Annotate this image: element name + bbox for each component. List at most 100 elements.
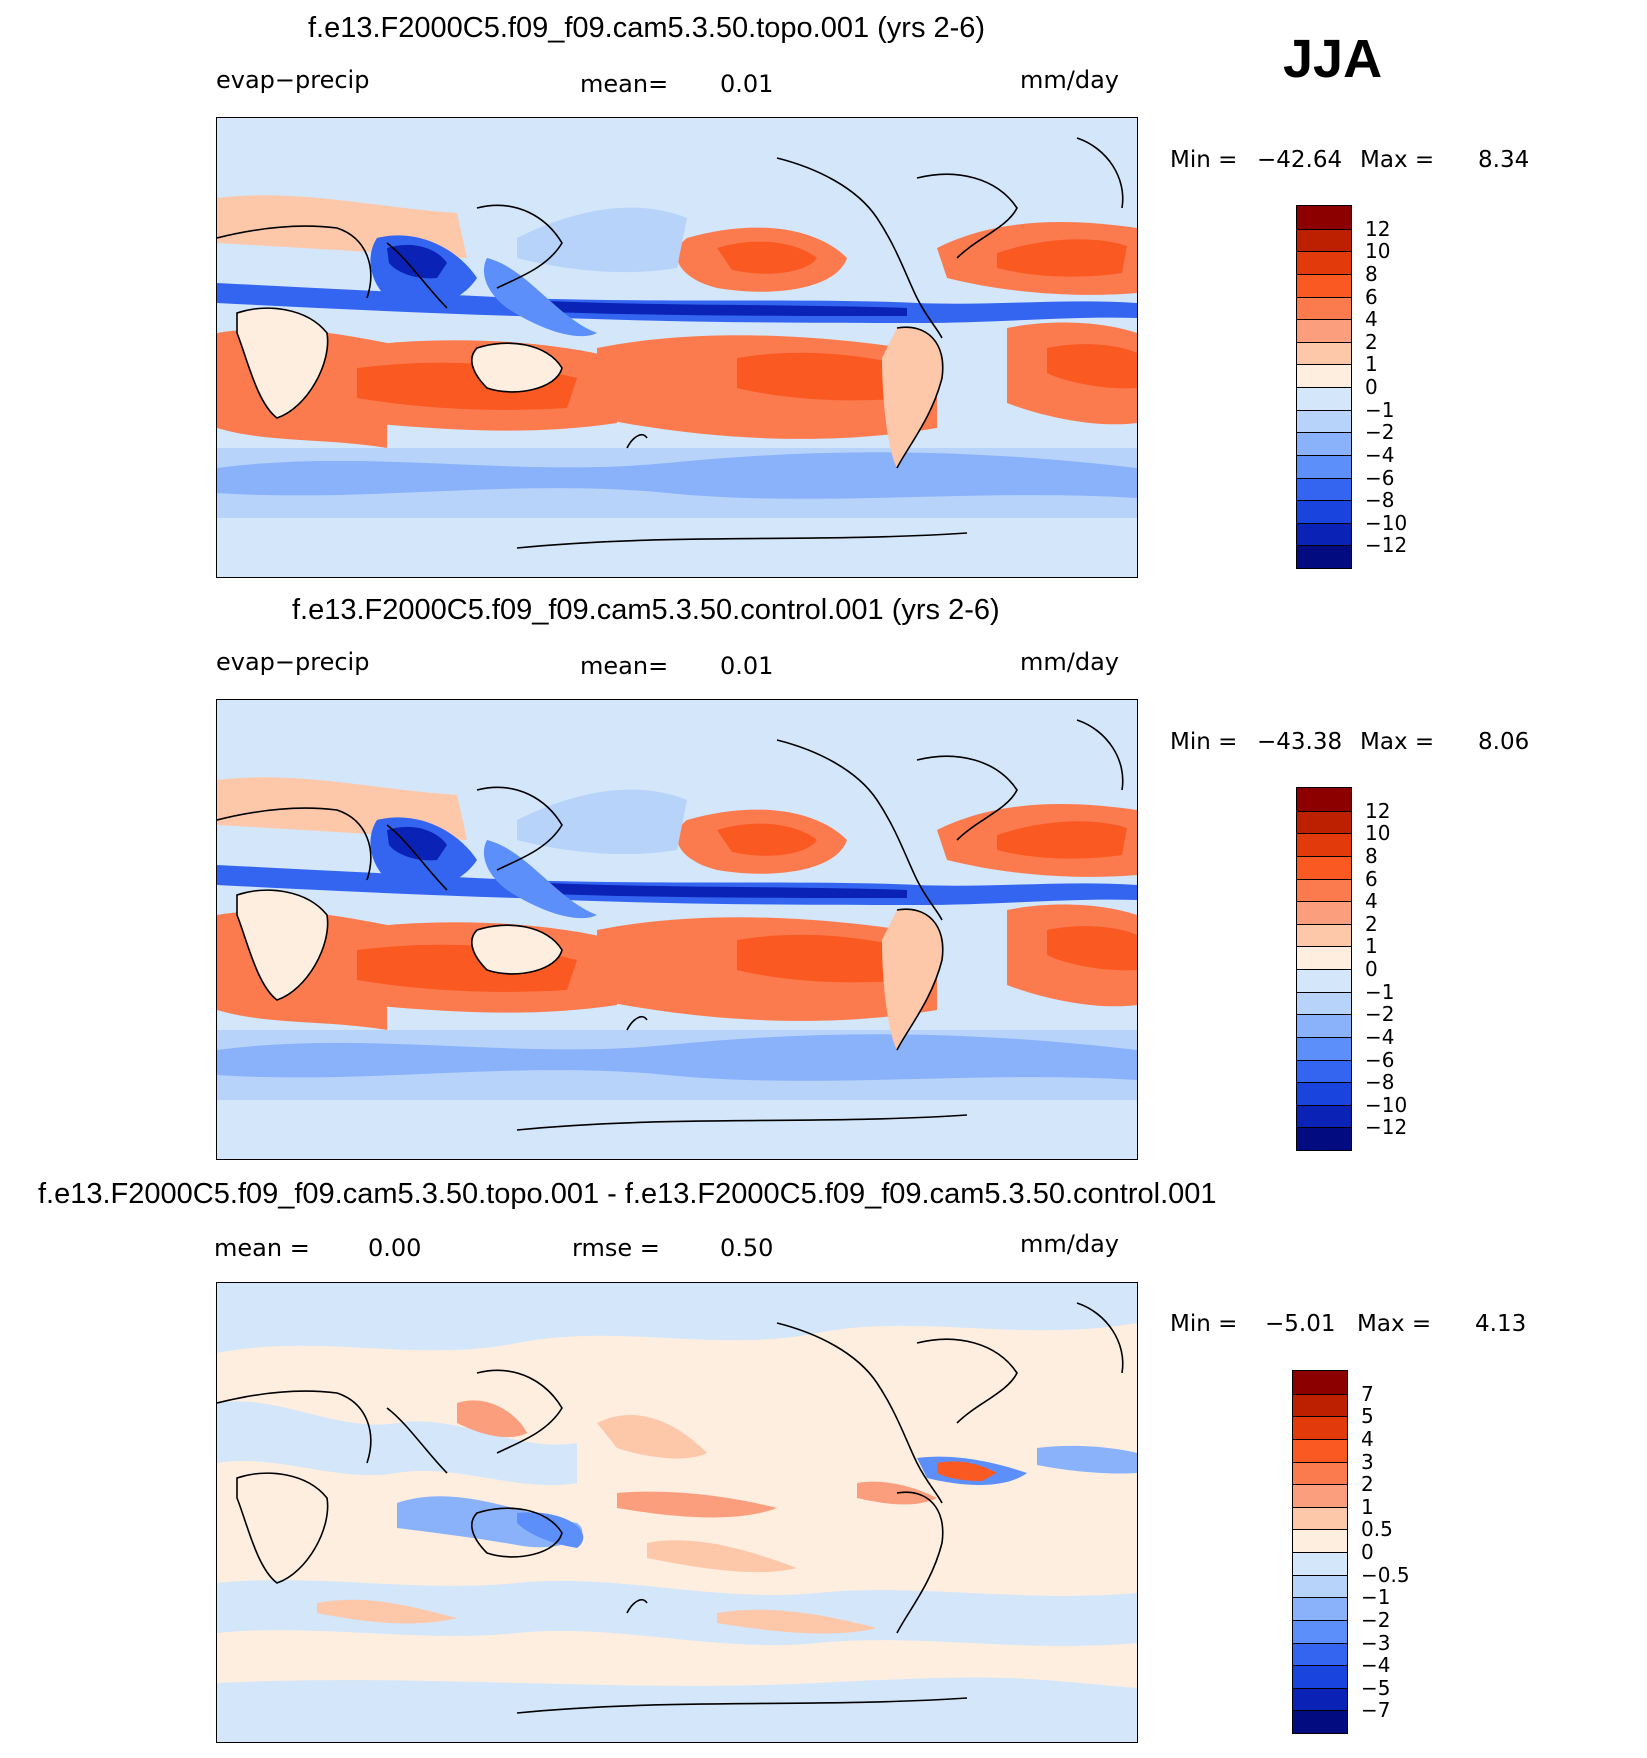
colorbar-swatch bbox=[1297, 1059, 1351, 1083]
panel1-colorbar: 12 10 8 6 4 2 1 0 −1 −2 −4 −6 −8 −10 −12 bbox=[1296, 205, 1407, 569]
colorbar-tick-label: 1 bbox=[1365, 934, 1378, 959]
colorbar-tick-label: −6 bbox=[1365, 465, 1395, 490]
colorbar-swatch bbox=[1297, 206, 1351, 229]
colorbar-swatch bbox=[1297, 522, 1351, 546]
colorbar-tick-label: 4 bbox=[1365, 307, 1378, 332]
colorbar-swatch bbox=[1297, 901, 1351, 924]
colorbar-tick-label: −12 bbox=[1365, 1115, 1408, 1140]
panel2-max-label: Max = bbox=[1360, 729, 1435, 755]
panel2-units: mm/day bbox=[1020, 648, 1119, 676]
colorbar-swatch bbox=[1297, 923, 1351, 947]
panel1-title: f.e13.F2000C5.f09_f09.cam5.3.50.topo.001… bbox=[308, 12, 986, 44]
panel3-field bbox=[217, 1283, 1137, 1742]
colorbar-swatch bbox=[1297, 296, 1351, 320]
colorbar-tick-label: 4 bbox=[1361, 1426, 1374, 1451]
colorbar-tick-label: −2 bbox=[1365, 420, 1395, 445]
panel3-rmse-label: rmse = bbox=[572, 1234, 660, 1262]
panel3-map bbox=[216, 1282, 1138, 1743]
colorbar-swatch bbox=[1297, 273, 1351, 297]
colorbar-swatch bbox=[1297, 454, 1351, 478]
colorbar-tick-label: 1 bbox=[1361, 1494, 1374, 1519]
panel1-max-label: Max = bbox=[1360, 147, 1435, 173]
colorbar-swatch bbox=[1293, 1506, 1347, 1530]
colorbar-swatch bbox=[1297, 387, 1351, 410]
panel1-mean-value: 0.01 bbox=[720, 70, 774, 98]
colorbar-tick-label: −5 bbox=[1361, 1675, 1391, 1700]
colorbar-tick-label: −8 bbox=[1365, 1070, 1395, 1095]
panel1-min-label: Min = bbox=[1170, 147, 1238, 173]
panel2-min-label: Min = bbox=[1170, 729, 1238, 755]
season-label: JJA bbox=[1283, 29, 1383, 89]
colorbar-tick-label: −4 bbox=[1365, 1024, 1395, 1049]
colorbar-tick-label: −4 bbox=[1361, 1653, 1391, 1678]
colorbar-tick-label: −10 bbox=[1365, 510, 1408, 535]
colorbar-swatch bbox=[1297, 969, 1351, 992]
panel2-colorbar: 12 10 8 6 4 2 1 0 −1 −2 −4 −6 −8 −10 −12 bbox=[1296, 787, 1407, 1151]
panel1-map bbox=[216, 117, 1138, 578]
colorbar-swatch bbox=[1297, 878, 1351, 902]
colorbar-tick-label: 10 bbox=[1365, 239, 1391, 264]
colorbar-swatch bbox=[1293, 1484, 1347, 1507]
colorbar-swatch bbox=[1297, 991, 1351, 1015]
colorbar-swatch bbox=[1293, 1642, 1347, 1666]
colorbar-swatch bbox=[1293, 1710, 1347, 1733]
colorbar-swatch bbox=[1293, 1529, 1347, 1552]
colorbar-swatch bbox=[1293, 1438, 1347, 1462]
panel2-map bbox=[216, 699, 1138, 1160]
panel3-min-label: Min = bbox=[1170, 1311, 1238, 1337]
panel3-colorbar: 7 5 4 3 2 1 0.5 0 −0.5 −1 −2 −3 −4 −5 −7 bbox=[1292, 1370, 1410, 1734]
panel2-min-value: −43.38 bbox=[1257, 729, 1343, 755]
colorbar-swatch bbox=[1293, 1371, 1347, 1394]
panel3-mean-value: 0.00 bbox=[368, 1234, 422, 1262]
panel1-field bbox=[217, 195, 1137, 577]
colorbar-tick-label: 2 bbox=[1365, 911, 1378, 936]
colorbar-tick-label: 0 bbox=[1365, 375, 1378, 399]
colorbar-tick-label: −4 bbox=[1365, 442, 1395, 467]
colorbar-tick-label: 1 bbox=[1365, 352, 1378, 377]
colorbar-tick-label: −6 bbox=[1365, 1047, 1395, 1072]
panel1-max-value: 8.34 bbox=[1478, 147, 1530, 173]
colorbar-swatch bbox=[1297, 946, 1351, 969]
panel1-coastlines bbox=[217, 137, 1124, 549]
colorbar-tick-label: 12 bbox=[1365, 216, 1391, 241]
panel1-mean-label: mean= bbox=[580, 70, 669, 98]
colorbar-tick-label: 8 bbox=[1365, 843, 1378, 868]
panel3-units: mm/day bbox=[1020, 1230, 1119, 1258]
colorbar-swatch bbox=[1297, 1082, 1351, 1105]
panel1-variable: evap−precip bbox=[216, 66, 370, 94]
colorbar-swatch bbox=[1297, 319, 1351, 342]
colorbar-swatch bbox=[1297, 1036, 1351, 1060]
colorbar-tick-label: 0.5 bbox=[1361, 1517, 1393, 1542]
colorbar-tick-label: −1 bbox=[1365, 397, 1395, 422]
colorbar-swatch bbox=[1297, 788, 1351, 811]
colorbar-tick-label: −2 bbox=[1361, 1607, 1391, 1632]
panel2-field bbox=[217, 777, 1137, 1159]
panel2-max-value: 8.06 bbox=[1478, 729, 1530, 755]
colorbar-swatch bbox=[1293, 1574, 1347, 1598]
panel3-title: f.e13.F2000C5.f09_f09.cam5.3.50.topo.001… bbox=[38, 1178, 1217, 1210]
colorbar-tick-label: 3 bbox=[1361, 1449, 1374, 1474]
colorbar-swatch bbox=[1293, 1393, 1347, 1417]
colorbar-tick-label: 2 bbox=[1361, 1472, 1374, 1497]
panel2-variable: evap−precip bbox=[216, 648, 370, 676]
colorbar-swatch bbox=[1297, 364, 1351, 387]
colorbar-tick-label: 12 bbox=[1365, 798, 1391, 823]
panel1-min-value: −42.64 bbox=[1257, 147, 1343, 173]
colorbar-swatch bbox=[1293, 1552, 1347, 1575]
colorbar-tick-label: −12 bbox=[1365, 533, 1408, 558]
colorbar-tick-label: 4 bbox=[1365, 889, 1378, 914]
panel3-max-label: Max = bbox=[1357, 1311, 1432, 1337]
colorbar-tick-label: 2 bbox=[1365, 329, 1378, 354]
colorbar-swatch bbox=[1293, 1416, 1347, 1439]
colorbar-tick-label: 10 bbox=[1365, 821, 1391, 846]
panel3-coastlines bbox=[217, 1302, 1124, 1714]
colorbar-tick-label: −3 bbox=[1361, 1630, 1391, 1655]
panel3-rmse-value: 0.50 bbox=[720, 1234, 774, 1262]
panel3-min-value: −5.01 bbox=[1265, 1311, 1336, 1337]
colorbar-swatch bbox=[1297, 810, 1351, 834]
colorbar-swatch bbox=[1297, 409, 1351, 433]
panel2-title: f.e13.F2000C5.f09_f09.cam5.3.50.control.… bbox=[292, 594, 1000, 626]
colorbar-swatch bbox=[1293, 1461, 1347, 1485]
colorbar-tick-label: 6 bbox=[1365, 866, 1378, 891]
colorbar-swatch bbox=[1297, 833, 1351, 856]
